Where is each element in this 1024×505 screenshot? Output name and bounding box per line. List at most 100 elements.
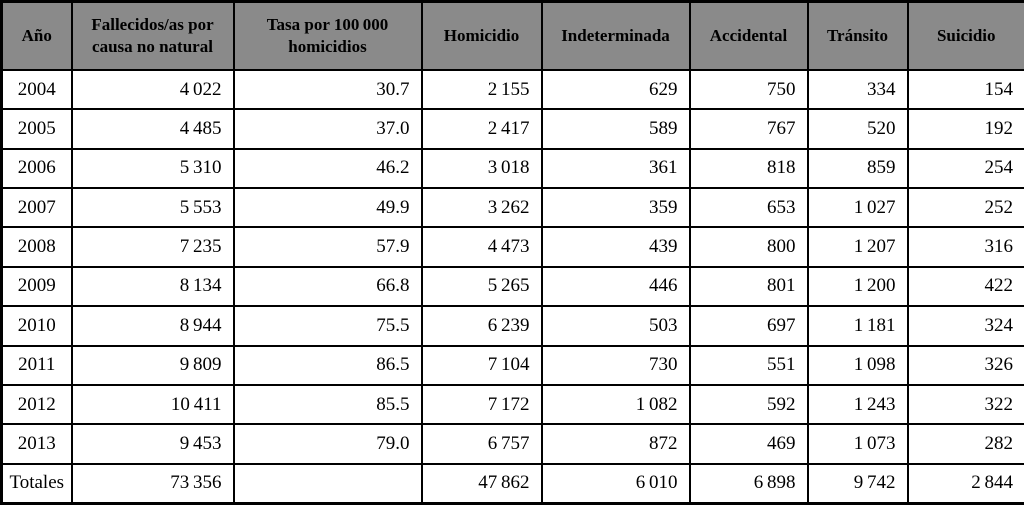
table-row: 2011 9 809 86.5 7 104 730 551 1 098 326 [0, 344, 1024, 386]
value-cell: 3 018 [420, 147, 543, 190]
value-cell: 592 [688, 383, 809, 426]
value-cell: 818 [688, 147, 809, 190]
column-header: Indeterminada [540, 0, 691, 71]
column-header: Homicidio [420, 0, 543, 71]
value-cell: 10 411 [70, 383, 235, 426]
value-cell: 767 [688, 108, 809, 150]
value-cell: 79.0 [232, 423, 423, 465]
value-cell: 9 809 [70, 344, 235, 386]
value-cell: 9 742 [806, 462, 909, 505]
value-cell: 446 [540, 265, 691, 308]
value-cell: 6 010 [540, 462, 691, 505]
value-cell: 520 [806, 108, 909, 150]
row-label-cell: 2013 [0, 423, 73, 465]
value-cell: 7 104 [420, 344, 543, 386]
column-header: Fallecidos/as por causa no natural [70, 0, 235, 71]
value-cell: 86.5 [232, 344, 423, 386]
table-row: 2013 9 453 79.0 6 757 872 469 1 073 282 [0, 423, 1024, 465]
row-label-cell: 2005 [0, 108, 73, 150]
value-cell: 439 [540, 226, 691, 268]
value-cell: 6 757 [420, 423, 543, 465]
value-cell: 282 [906, 423, 1024, 465]
column-header: Tránsito [806, 0, 909, 71]
value-cell: 872 [540, 423, 691, 465]
value-cell: 46.2 [232, 147, 423, 190]
value-cell: 66.8 [232, 265, 423, 308]
row-label-cell: 2011 [0, 344, 73, 386]
value-cell: 7 172 [420, 383, 543, 426]
value-cell: 1 073 [806, 423, 909, 465]
value-cell: 5 265 [420, 265, 543, 308]
row-label-cell: 2008 [0, 226, 73, 268]
value-cell: 2 844 [906, 462, 1024, 505]
value-cell: 316 [906, 226, 1024, 268]
value-cell: 30.7 [232, 68, 423, 111]
value-cell: 469 [688, 423, 809, 465]
value-cell: 37.0 [232, 108, 423, 150]
table-header: Año Fallecidos/as por causa no natural Tas… [0, 0, 1024, 71]
value-cell: 334 [806, 68, 909, 111]
value-cell: 4 485 [70, 108, 235, 150]
value-cell: 2 155 [420, 68, 543, 111]
value-cell: 653 [688, 187, 809, 229]
table-body: 2004 4 022 30.7 2 155 629 750 334 154 2005 4 485 3… [0, 68, 1024, 505]
row-label-cell: 2004 [0, 68, 73, 111]
value-cell: 800 [688, 226, 809, 268]
value-cell: 629 [540, 68, 691, 111]
value-cell: 2 417 [420, 108, 543, 150]
value-cell: 5 310 [70, 147, 235, 190]
column-header: Accidental [688, 0, 809, 71]
table-row: 2004 4 022 30.7 2 155 629 750 334 154 [0, 68, 1024, 111]
value-cell: 1 181 [806, 305, 909, 347]
row-label-cell: 2006 [0, 147, 73, 190]
table-row: 2010 8 944 75.5 6 239 503 697 1 181 324 [0, 305, 1024, 347]
value-cell: 551 [688, 344, 809, 386]
value-cell: 252 [906, 187, 1024, 229]
totals-row: Totales 73 356 47 862 6 010 6 898 9 742 2 844 [0, 462, 1024, 505]
table-row: 2009 8 134 66.8 5 265 446 801 1 200 422 [0, 265, 1024, 308]
row-label-cell: 2012 [0, 383, 73, 426]
header-row: Año Fallecidos/as por causa no natural Tas… [0, 0, 1024, 71]
value-cell: 8 134 [70, 265, 235, 308]
value-cell: 422 [906, 265, 1024, 308]
value-cell: 154 [906, 68, 1024, 111]
column-header: Tasa por 100 000 homicidios [232, 0, 423, 71]
row-label-cell: 2007 [0, 187, 73, 229]
value-cell: 5 553 [70, 187, 235, 229]
value-cell: 326 [906, 344, 1024, 386]
value-cell: 1 027 [806, 187, 909, 229]
value-cell: 324 [906, 305, 1024, 347]
value-cell: 8 944 [70, 305, 235, 347]
value-cell: 1 082 [540, 383, 691, 426]
value-cell: 3 262 [420, 187, 543, 229]
value-cell: 47 862 [420, 462, 543, 505]
value-cell: 85.5 [232, 383, 423, 426]
value-cell: 73 356 [70, 462, 235, 505]
value-cell: 859 [806, 147, 909, 190]
value-cell: 750 [688, 68, 809, 111]
value-cell [232, 462, 423, 505]
value-cell: 254 [906, 147, 1024, 190]
row-label-cell: 2009 [0, 265, 73, 308]
value-cell: 7 235 [70, 226, 235, 268]
value-cell: 322 [906, 383, 1024, 426]
table-row: 2007 5 553 49.9 3 262 359 653 1 027 252 [0, 187, 1024, 229]
value-cell: 801 [688, 265, 809, 308]
value-cell: 4 022 [70, 68, 235, 111]
value-cell: 1 200 [806, 265, 909, 308]
value-cell: 9 453 [70, 423, 235, 465]
value-cell: 4 473 [420, 226, 543, 268]
value-cell: 1 243 [806, 383, 909, 426]
column-header: Año [0, 0, 73, 71]
value-cell: 75.5 [232, 305, 423, 347]
value-cell: 1 098 [806, 344, 909, 386]
value-cell: 359 [540, 187, 691, 229]
row-label-cell: Totales [0, 462, 73, 505]
value-cell: 1 207 [806, 226, 909, 268]
value-cell: 6 898 [688, 462, 809, 505]
value-cell: 589 [540, 108, 691, 150]
table-row: 2008 7 235 57.9 4 473 439 800 1 207 316 [0, 226, 1024, 268]
table-row: 2006 5 310 46.2 3 018 361 818 859 254 [0, 147, 1024, 190]
row-label-cell: 2010 [0, 305, 73, 347]
